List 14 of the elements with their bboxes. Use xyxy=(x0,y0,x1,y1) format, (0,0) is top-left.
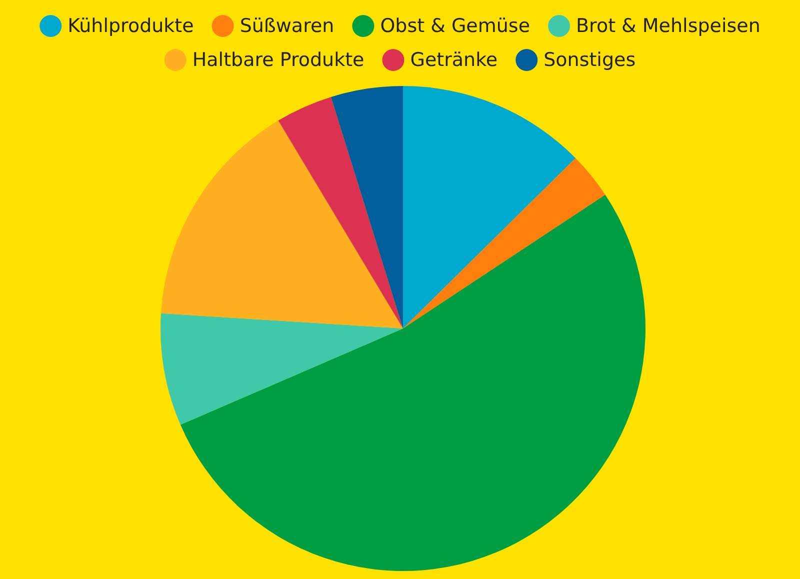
pie-slice xyxy=(330,86,403,328)
legend-label: Obst & Gemüse xyxy=(380,15,530,37)
legend-label: Haltbare Produkte xyxy=(192,49,364,71)
legend-label: Süßwaren xyxy=(240,15,334,37)
legend-label: Sonstiges xyxy=(544,49,636,71)
pie-slice xyxy=(160,313,403,425)
pie-slice xyxy=(403,86,576,328)
pie-slice xyxy=(403,158,606,328)
pie-slice xyxy=(180,194,646,571)
pie-slice xyxy=(278,96,403,328)
legend-label: Kühlprodukte xyxy=(68,15,194,37)
pie-slice xyxy=(160,120,403,328)
legend-label: Brot & Mehlspeisen xyxy=(576,15,760,37)
legend-label: Getränke xyxy=(410,49,498,71)
